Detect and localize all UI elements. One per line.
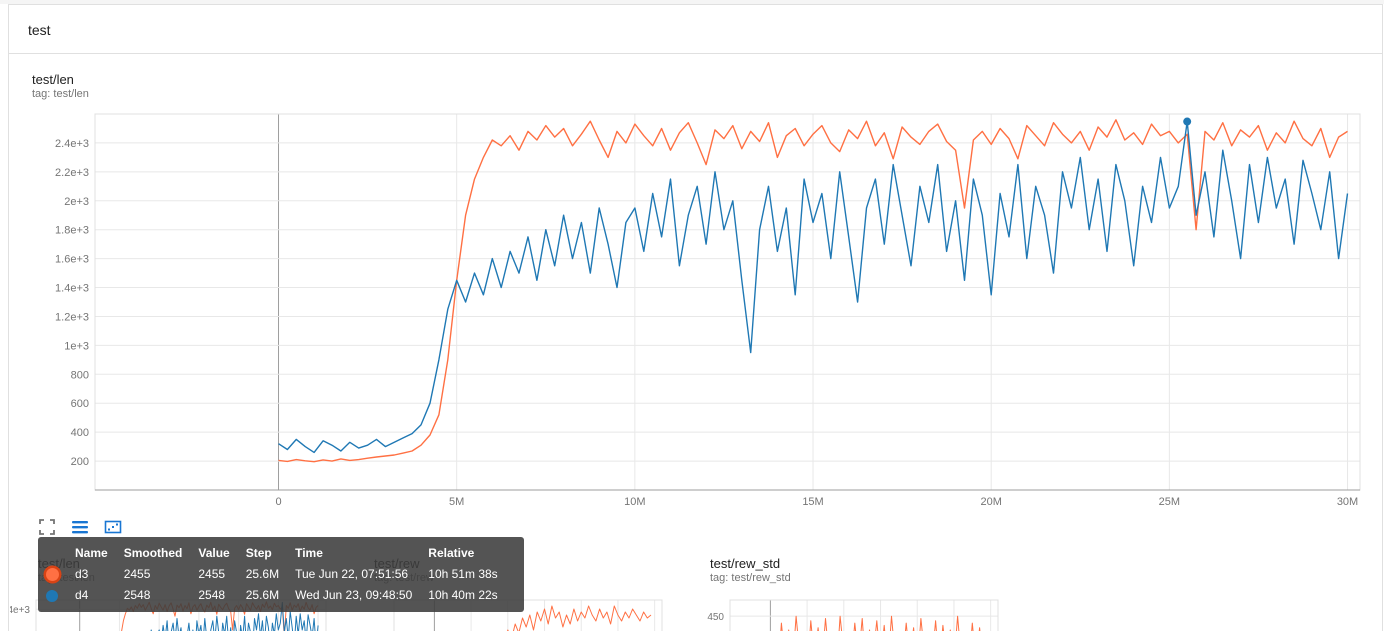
svg-text:1e+3: 1e+3 xyxy=(64,340,89,352)
svg-text:1.2e+3: 1.2e+3 xyxy=(55,311,89,323)
run-name: d3 xyxy=(75,567,89,582)
scalar-card-test-rew-std: test/rew_std tag: test/rew_std 450 xyxy=(682,556,1018,631)
runs-menu-icon xyxy=(72,521,88,534)
svg-text:200: 200 xyxy=(71,456,89,468)
right-border xyxy=(1382,4,1383,631)
chart-tag: tag: test/rew_std xyxy=(710,572,791,584)
swatch-header xyxy=(46,542,75,563)
expand-card-button[interactable] xyxy=(34,514,60,540)
run-time: Wed Jun 23, 09:48:50 xyxy=(295,588,413,603)
svg-text:1.4e+3: 1.4e+3 xyxy=(55,283,89,295)
fit-domain-icon xyxy=(104,520,122,534)
svg-text:2.4e+3: 2.4e+3 xyxy=(55,138,89,150)
card-toolbar xyxy=(34,514,126,540)
col-relative: Relative xyxy=(428,546,475,560)
svg-text:20M: 20M xyxy=(980,496,1001,508)
svg-text:5M: 5M xyxy=(449,496,464,508)
run-color-swatch xyxy=(46,568,59,582)
test-rew-std-mini-chart[interactable]: 450 xyxy=(682,594,1002,631)
fit-domain-button[interactable] xyxy=(100,514,126,540)
run-relative: 10h 40m 22s xyxy=(428,588,498,603)
svg-text:800: 800 xyxy=(71,369,89,381)
runs-menu-button[interactable] xyxy=(67,514,93,540)
run-smoothed: 2455 xyxy=(123,567,151,582)
run-value: 2455 xyxy=(198,567,226,582)
col-step: Step xyxy=(245,546,272,560)
run-step: 25.6M xyxy=(245,588,280,603)
top-divider xyxy=(8,4,1383,5)
run-step: 25.6M xyxy=(245,567,280,582)
col-time: Time xyxy=(295,546,323,560)
svg-text:10M: 10M xyxy=(624,496,645,508)
svg-text:30M: 30M xyxy=(1337,496,1358,508)
chart-tag: tag: test/len xyxy=(32,88,89,100)
svg-text:400: 400 xyxy=(71,427,89,439)
section-header-test[interactable]: test xyxy=(28,22,51,38)
svg-text:15M: 15M xyxy=(802,496,823,508)
expand-icon xyxy=(39,519,55,535)
top-strip xyxy=(0,0,1384,4)
col-value: Value xyxy=(198,546,230,560)
run-smoothed: 2548 xyxy=(123,588,151,603)
svg-text:600: 600 xyxy=(71,398,89,410)
chart-tooltip: Name Smoothed Value Step Time Relative d… xyxy=(38,537,524,613)
svg-text:25M: 25M xyxy=(1159,496,1180,508)
svg-text:1.6e+3: 1.6e+3 xyxy=(55,254,89,266)
col-name: Name xyxy=(75,546,108,560)
svg-text:2e+3: 2e+3 xyxy=(64,196,89,208)
col-smoothed: Smoothed xyxy=(123,546,183,560)
svg-text:450: 450 xyxy=(707,612,724,623)
svg-text:1.8e+3: 1.8e+3 xyxy=(55,225,89,237)
run-time: Tue Jun 22, 07:51:56 xyxy=(295,567,409,582)
tooltip-row-d3: d3 2455 2455 25.6M Tue Jun 22, 07:51:56 … xyxy=(46,563,514,584)
left-border xyxy=(8,4,9,631)
section-header-divider xyxy=(9,53,1382,54)
run-relative: 10h 51m 38s xyxy=(428,567,498,582)
tooltip-table: Name Smoothed Value Step Time Relative d… xyxy=(46,542,514,605)
run-value: 2548 xyxy=(198,588,226,603)
run-color-swatch xyxy=(46,590,58,603)
tooltip-row-d4: d4 2548 2548 25.6M Wed Jun 23, 09:48:50 … xyxy=(46,584,514,605)
run-name: d4 xyxy=(75,588,89,603)
svg-text:2.2e+3: 2.2e+3 xyxy=(55,167,89,179)
svg-text:2.4e+3: 2.4e+3 xyxy=(10,605,30,616)
test-rew-mini-chart[interactable] xyxy=(346,594,666,631)
chart-title: test/rew_std xyxy=(710,556,781,571)
svg-text:0: 0 xyxy=(275,496,281,508)
chart-title: test/len xyxy=(32,72,74,87)
test-len-line-chart[interactable]: 0 5M 10M 15M 20M 25M 30M 200 400 600 800 1e+3 1.2e+3… xyxy=(40,107,1365,511)
